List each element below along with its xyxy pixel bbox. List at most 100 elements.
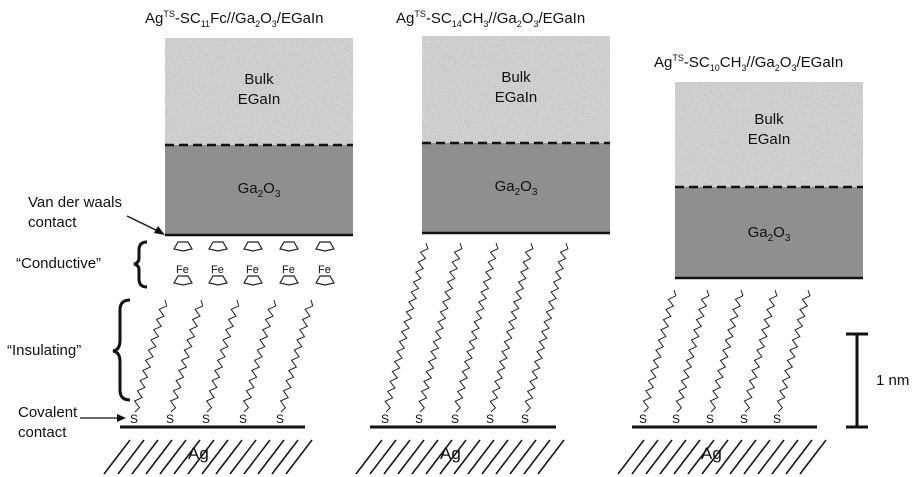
sulfur-atom: S [706,412,714,426]
hatch-line [425,439,453,475]
alkyl-chain [675,289,710,413]
ferrocene-unit: Fe [243,241,263,286]
ga2o3-layer [165,145,353,235]
vdw-contact-label: Van der waals contact [28,194,122,231]
hatch-line [687,439,715,475]
cp-ring-bottom [315,275,335,286]
alkyl-chain [743,289,778,413]
junction-2-title: AgTS-SC14CH3//Ga2O3/EGaIn [396,9,586,29]
alkyl-chain [242,299,277,413]
hatch-line [631,439,659,475]
ferrocene-unit: Fe [208,241,228,286]
hatch-line [481,439,509,475]
alkyl-chain [524,242,569,413]
hatch-line [743,439,771,475]
alkyl-chain [133,299,168,413]
bulk-label: Bulk EGaIn [494,69,538,106]
hatch-line [617,439,645,475]
sulfur-atom: S [740,412,748,426]
oxide-label: Ga2O3 [237,180,281,200]
cp-ring-top [279,241,299,252]
ag-label: Ag [440,444,461,463]
hatch-line [215,439,243,475]
cp-ring-bottom [208,275,228,286]
cp-ring-bottom [243,275,263,286]
ga2o3-layer [675,187,863,278]
bulk-label: Bulk EGaIn [747,111,791,148]
sulfur-atom: S [672,412,680,426]
alkyl-chain [709,289,744,413]
junction-1: Fe Fe Fe Fe Fe S S S S S [103,38,353,475]
insulating-label: “Insulating” [7,342,82,359]
alkyl-chain [384,242,429,413]
ag-hatching [103,439,313,475]
hatch-line [439,439,467,475]
hatch-line [285,439,313,475]
conductive-brace [133,240,148,289]
fe-atom: Fe [246,264,259,276]
ga2o3-layer [422,143,610,233]
sulfur-atom: S [202,412,210,426]
hatch-line [771,439,799,475]
hatch-line [397,439,425,475]
hatch-line [383,439,411,475]
alkyl-chain [642,289,677,413]
alkyl-chain [279,299,314,413]
hatch-line [495,439,523,475]
fe-atom: Fe [318,264,331,276]
hatch-line [131,439,159,475]
vdw-arrow [126,215,165,235]
hatch-line [159,439,187,475]
bulk-egain-texture [422,36,610,143]
sulfur-atom: S [486,412,494,426]
hatch-line [701,439,729,475]
hatch-line [187,439,215,475]
sulfur-atom: S [521,412,529,426]
scale-bar-label: 1 nm [876,372,910,389]
junction-3-title: AgTS-SC10CH3//Ga2O3/EGaIn [654,53,844,73]
oxide-label: Ga2O3 [747,224,791,244]
hatch-line [453,439,481,475]
hatch-line [785,439,813,475]
hatch-line [271,439,299,475]
hatch-line [411,439,439,475]
hatch-line [467,439,495,475]
alkyl-chain [169,299,204,413]
hatch-line [229,439,257,475]
hatch-line [103,439,131,475]
cp-ring-top [173,241,193,252]
hatch-line [659,439,687,475]
ag-label: Ag [188,444,209,463]
alkyl-chain [418,242,463,413]
hatch-line [355,439,383,475]
fe-atom: Fe [211,264,224,276]
hatch-line [173,439,201,475]
hatch-line [799,439,827,475]
hatch-line [509,439,537,475]
ferrocene-unit: Fe [315,241,335,286]
insulating-brace [112,298,131,402]
alkyl-chain [205,299,240,413]
hatch-line [117,439,145,475]
hatch-line [673,439,701,475]
cp-ring-top [208,241,228,252]
alkyl-chain [489,242,534,413]
hatch-line [257,439,285,475]
sulfur-atom: S [451,412,459,426]
sulfur-atom: S [130,412,138,426]
cp-ring-top [243,241,263,252]
fe-atom: Fe [282,264,295,276]
cp-ring-bottom [173,275,193,286]
ferrocene-headgroups: Fe Fe Fe Fe Fe [173,241,335,286]
fe-atom: Fe [176,264,189,276]
covalent-arrow [80,414,126,422]
bulk-egain-texture [675,82,863,187]
junction-1-title: AgTS-SC11Fc//Ga2O3/EGaIn [145,9,324,29]
bulk-label: Bulk EGaIn [237,71,281,108]
sulfur-atom: S [415,412,423,426]
ag-hatching [617,439,827,475]
